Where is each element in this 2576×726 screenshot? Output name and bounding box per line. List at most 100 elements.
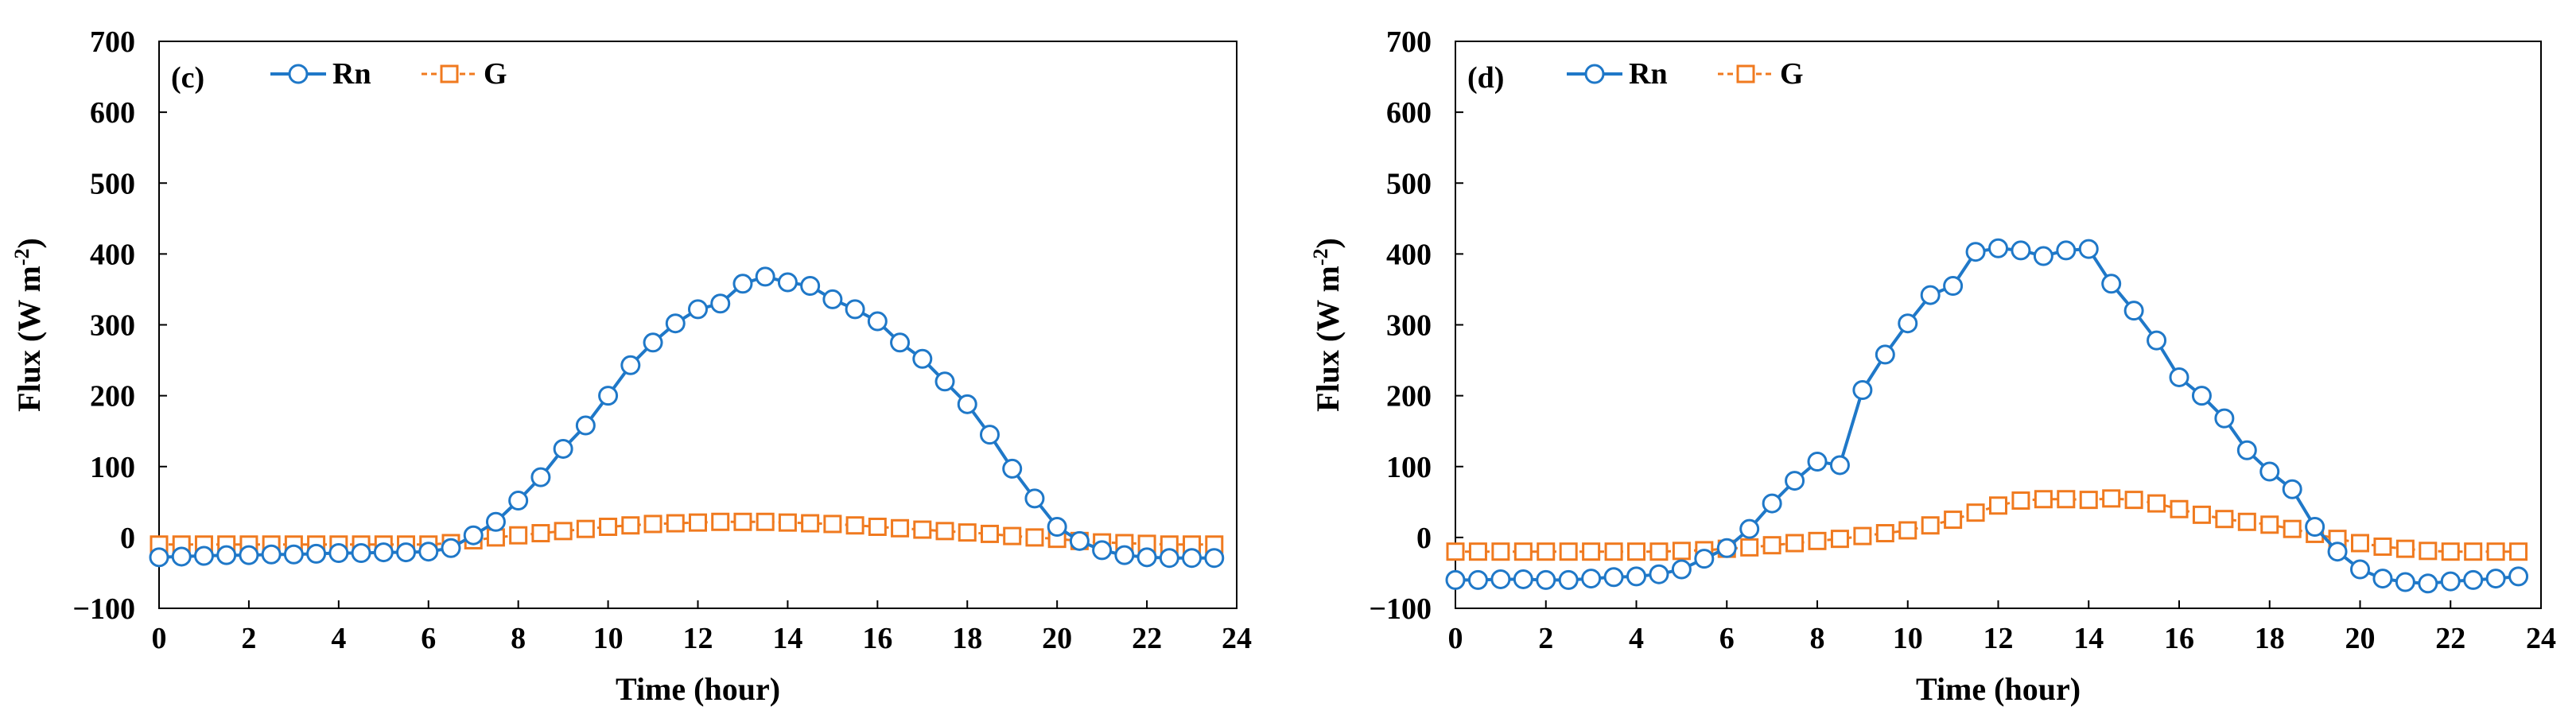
data-point-g xyxy=(845,516,864,535)
data-point-rn xyxy=(373,542,394,563)
data-point-g xyxy=(1944,511,1963,530)
data-point-g xyxy=(2192,505,2211,524)
data-point-rn xyxy=(2485,569,2506,589)
data-point-g xyxy=(1627,542,1645,561)
data-point-rn xyxy=(2147,330,2167,351)
x-tick-label: 14 xyxy=(2073,622,2104,655)
data-point-rn xyxy=(1092,540,1113,561)
y-tick-label: 400 xyxy=(90,238,135,271)
data-point-rn xyxy=(216,545,237,565)
data-point-g xyxy=(1898,521,1917,540)
data-point-rn xyxy=(1785,471,1805,491)
data-point-g xyxy=(554,522,573,541)
y-axis-title: Flux (W m-2) xyxy=(10,238,47,412)
data-point-rn xyxy=(239,545,259,565)
x-tick-label: 24 xyxy=(2526,622,2556,655)
data-point-g xyxy=(1921,516,1940,535)
y-tick-label: 600 xyxy=(90,96,135,130)
data-point-rn xyxy=(2259,461,2280,482)
x-tick-label: 20 xyxy=(2345,622,2376,655)
data-point-rn xyxy=(1671,559,1692,580)
data-point-g xyxy=(891,518,910,538)
legend-label-g: G xyxy=(1780,57,1804,91)
data-point-rn xyxy=(1069,530,1090,551)
data-point-rn xyxy=(1943,275,1964,296)
data-point-g xyxy=(1491,542,1510,561)
x-tick-label: 6 xyxy=(1719,622,1735,655)
data-point-g xyxy=(531,524,550,543)
data-point-rn xyxy=(2033,246,2053,266)
data-point-rn xyxy=(396,542,417,563)
data-point-g xyxy=(1762,536,1781,555)
data-point-rn xyxy=(1739,518,1760,539)
data-point-rn xyxy=(1558,569,1579,590)
data-point-g xyxy=(1468,542,1487,561)
data-point-rn xyxy=(1694,549,1715,569)
data-point-rn xyxy=(1920,285,1941,305)
data-point-rn xyxy=(306,543,327,564)
data-point-rn xyxy=(845,299,865,320)
data-point-rn xyxy=(732,274,753,294)
data-point-rn xyxy=(149,547,169,568)
data-point-g xyxy=(2509,542,2528,561)
data-point-g xyxy=(823,514,842,534)
data-point-rn xyxy=(777,272,798,293)
data-point-rn xyxy=(2418,573,2438,594)
data-point-g xyxy=(2102,489,2121,508)
data-point-rn xyxy=(1852,379,1873,400)
data-point-rn xyxy=(2305,517,2325,538)
data-point-g xyxy=(2057,490,2076,509)
data-point-g xyxy=(1604,542,1623,561)
data-point-rn xyxy=(1047,517,1067,538)
legend-label-g: G xyxy=(484,57,507,91)
data-point-g xyxy=(1513,542,1533,561)
data-point-g xyxy=(2011,491,2030,511)
data-point-rn xyxy=(2214,408,2235,429)
x-tick-label: 8 xyxy=(1810,622,1825,655)
y-axis-title-end: ) xyxy=(1310,238,1346,248)
x-tick-label: 20 xyxy=(1042,622,1072,655)
x-tick-label: 4 xyxy=(1629,622,1644,655)
data-point-g xyxy=(2373,537,2392,556)
data-point-g xyxy=(913,520,932,539)
x-tick-label: 8 xyxy=(511,622,526,655)
data-point-rn xyxy=(2056,240,2077,261)
data-point-g xyxy=(2170,499,2189,518)
data-point-g xyxy=(2441,542,2460,561)
data-point-g xyxy=(1740,538,1759,557)
data-point-g xyxy=(1649,542,1669,561)
data-point-g xyxy=(778,513,797,532)
data-point-rn xyxy=(508,491,529,511)
data-point-rn xyxy=(643,332,663,353)
series-line-rn xyxy=(1455,247,2519,585)
x-tick-label: 24 xyxy=(1222,622,1252,655)
x-tick-label: 10 xyxy=(593,622,624,655)
data-point-g xyxy=(756,512,775,531)
y-axis-title-main: Flux (W m xyxy=(11,266,47,412)
data-point-g xyxy=(2124,491,2143,510)
data-point-g xyxy=(1808,531,1827,550)
data-point-g xyxy=(1785,534,1805,553)
legend-marker-g xyxy=(440,64,459,83)
data-point-g xyxy=(1025,528,1044,547)
data-point-rn xyxy=(934,371,955,392)
data-point-rn xyxy=(463,525,484,545)
y-tick-label: 200 xyxy=(90,380,135,413)
data-point-rn xyxy=(575,415,596,436)
data-point-rn xyxy=(418,542,439,562)
data-point-g xyxy=(1582,542,1601,561)
data-point-rn xyxy=(2078,239,2099,259)
x-tick-label: 14 xyxy=(772,622,802,655)
data-point-g xyxy=(2079,491,2098,510)
data-point-rn xyxy=(755,266,775,287)
data-point-g xyxy=(980,524,999,543)
data-point-g xyxy=(2395,539,2415,558)
data-point-rn xyxy=(2282,479,2302,499)
data-point-g xyxy=(2237,512,2256,531)
data-point-g xyxy=(1559,542,1578,561)
data-point-rn xyxy=(2395,572,2415,592)
y-tick-label: 100 xyxy=(90,451,135,484)
data-point-rn xyxy=(1603,567,1624,588)
data-point-g xyxy=(1537,542,1556,561)
x-tick-label: 0 xyxy=(1448,622,1463,655)
